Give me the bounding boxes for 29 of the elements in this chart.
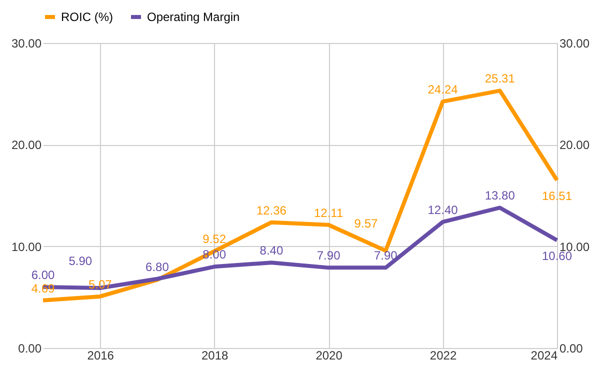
data-label: 6.00 [31, 268, 55, 282]
data-label: 12.11 [314, 206, 344, 220]
data-label: 9.52 [202, 232, 226, 246]
data-label: 12.36 [256, 203, 287, 218]
y-tick-label: 0.00 [18, 342, 42, 356]
x-tick-label: 2022 [430, 348, 457, 362]
x-tick-label: 2018 [201, 348, 229, 362]
data-label: 24.24 [428, 82, 458, 97]
x-tick-label: 2016 [87, 348, 114, 362]
data-label: 4.69 [31, 281, 55, 296]
y2-tick-label: 30.00 [560, 36, 590, 50]
data-label: 13.80 [484, 188, 516, 203]
y-tick-label: 30.00 [11, 36, 42, 50]
data-label: 8.40 [260, 244, 284, 258]
data-label: 7.90 [316, 248, 341, 263]
data-label: 6.80 [146, 260, 170, 274]
x-tick-label: 2024 [530, 348, 558, 362]
data-label: 16.51 [542, 189, 572, 204]
y-tick-label: 20.00 [11, 138, 42, 152]
legend-label: ROIC (%) [61, 10, 113, 24]
data-label: 9.57 [354, 216, 378, 231]
y2-tick-label: 20.00 [560, 138, 590, 152]
data-label: 5.90 [68, 254, 92, 268]
data-label: 25.31 [484, 72, 516, 86]
y2-tick-label: 0.00 [560, 342, 584, 356]
y-tick-label: 10.00 [11, 240, 42, 254]
x-tick-label: 2020 [316, 348, 343, 362]
data-label: 12.40 [428, 202, 458, 217]
legend-label: Operating Margin [147, 10, 240, 24]
